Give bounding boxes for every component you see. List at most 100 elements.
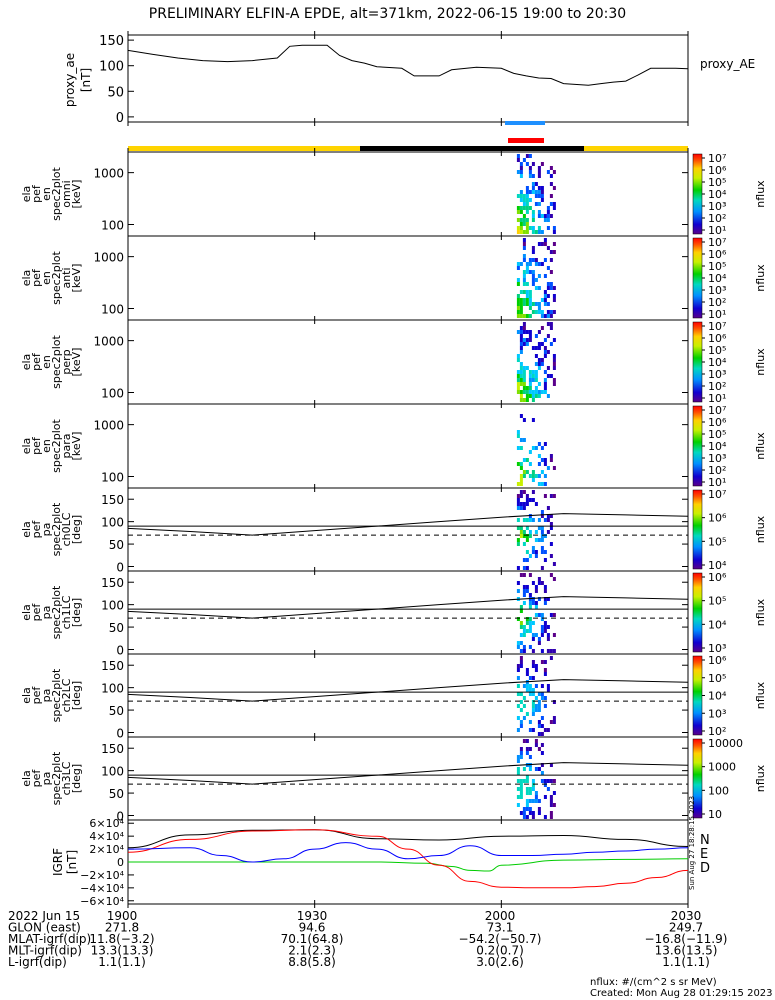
ch2LC-flux-cell: [540, 692, 544, 696]
ch3LC-flux-cell: [540, 771, 544, 775]
para-flux-cell: [546, 466, 550, 470]
ch2LC-ytick-label: 50: [109, 704, 124, 718]
ch0LC-flux-cell: [531, 490, 535, 494]
omni-flux-cell: [516, 170, 520, 174]
proxy-ae-yunit: [nT]: [79, 68, 93, 92]
para-colorbar-label: 10⁴: [708, 440, 727, 453]
ch1LC-flux-cell: [522, 593, 526, 597]
perp-flux-cell: [531, 346, 535, 350]
perp-flux-cell: [549, 326, 553, 330]
para-flux-cell: [540, 446, 544, 450]
igrf-ylabel: IGRF: [51, 848, 65, 876]
anti-flux-cell: [519, 290, 523, 294]
anti-flux-cell: [531, 282, 535, 286]
ch1LC-flux-cell: [519, 621, 523, 625]
ch1LC-colorbar-label: 10⁵: [708, 595, 726, 608]
anti-flux-cell: [546, 286, 550, 290]
omni-flux-cell: [534, 230, 538, 234]
ch0LC-flux-cell: [543, 550, 547, 554]
ch3LC-flux-cell: [534, 795, 538, 799]
ch3LC-flux-cell: [543, 783, 547, 787]
ch2LC-flux-cell: [543, 668, 547, 672]
omni-flux-cell: [552, 202, 556, 206]
omni-flux-cell: [522, 206, 526, 210]
ch2LC-flux-cell: [531, 664, 535, 668]
ch3LC-flux-cell: [540, 763, 544, 767]
ch1LC-flux-cell: [519, 573, 523, 577]
anti-flux-cell: [537, 306, 541, 310]
ch3LC-ylabel: pa: [40, 772, 53, 786]
perp-flux-cell: [546, 366, 550, 370]
perp-flux-cell: [549, 322, 553, 326]
para-flux-cell: [522, 418, 526, 422]
ch3LC-flux-cell: [549, 779, 553, 783]
ch2LC-colorbar-label: 10³: [708, 707, 726, 720]
ch1LC-ytick-label: 50: [109, 621, 124, 635]
ch3LC-flux-cell: [549, 803, 553, 807]
para-flux-cell: [534, 474, 538, 478]
ch0LC-flux-cell: [528, 554, 532, 558]
perp-flux-cell: [537, 358, 541, 362]
omni-flux-cell: [525, 154, 529, 158]
ch1LC-flux-cell: [540, 633, 544, 637]
ch2LC-flux-cell: [528, 688, 532, 692]
ch3LC-flux-cell: [531, 783, 535, 787]
omni-flux-cell: [537, 194, 541, 198]
ch2LC-flux-cell: [522, 684, 526, 688]
perp-flux-cell: [543, 382, 547, 386]
anti-flux-cell: [528, 270, 532, 274]
ch3LC-ylabel: ela: [20, 770, 33, 787]
ephemeris-value: 2030: [671, 909, 702, 923]
anti-flux-cell: [531, 250, 535, 254]
proxy-ae-legend: proxy_AE: [700, 57, 755, 71]
ch3LC-flux-cell: [528, 787, 532, 791]
omni-flux-cell: [522, 194, 526, 198]
omni-flux-cell: [528, 170, 532, 174]
ch1LC-flux-cell: [531, 601, 535, 605]
para-flux-cell: [540, 482, 544, 486]
anti-flux-cell: [534, 258, 538, 262]
para-flux-cell: [537, 454, 541, 458]
ch1LC-flux-cell: [522, 629, 526, 633]
anti-flux-cell: [528, 294, 532, 298]
omni-ylabel: en: [40, 187, 53, 201]
ch0LC-flux-cell: [519, 490, 523, 494]
perp-flux-cell: [549, 374, 553, 378]
ch0LC-flux-cell: [531, 546, 535, 550]
anti-flux-cell: [522, 278, 526, 282]
proxy-ae-ytick-label: 150: [99, 34, 124, 49]
ch2LC-flux-cell: [522, 716, 526, 720]
ch0LC-colorbar-label: 10⁴: [708, 559, 727, 572]
omni-flux-cell: [531, 162, 535, 166]
perp-flux-cell: [525, 394, 529, 398]
omni-flux-cell: [525, 222, 529, 226]
ch0LC-flux-cell: [522, 530, 526, 534]
para-colorbar-label: 10³: [708, 452, 726, 465]
ch2LC-flux-cell: [525, 712, 529, 716]
ch1LC-flux-cell: [534, 601, 538, 605]
perp-flux-cell: [543, 370, 547, 374]
shadow-bar: [360, 146, 584, 151]
ch3LC-flux-cell: [531, 779, 535, 783]
ch0LC-flux-cell: [525, 494, 529, 498]
omni-flux-cell: [519, 162, 523, 166]
perp-flux-cell: [543, 386, 547, 390]
perp-flux-cell: [537, 346, 541, 350]
perp-flux-cell: [552, 358, 556, 362]
para-flux-cell: [516, 446, 520, 450]
ch2LC-flux-cell: [540, 696, 544, 700]
ch2LC-flux-cell: [519, 664, 523, 668]
ch1LC-flux-cell: [537, 641, 541, 645]
ch3LC-flux-cell: [537, 747, 541, 751]
ch0LC-flux-cell: [522, 558, 526, 562]
ch2LC-flux-cell: [531, 660, 535, 664]
para-flux-cell: [531, 446, 535, 450]
perp-flux-cell: [519, 362, 523, 366]
anti-ylabel: ela: [20, 270, 33, 287]
igrf-ytick-label: −6×10⁴: [80, 895, 124, 908]
ch2LC-ytick-label: 100: [101, 682, 124, 696]
perp-flux-cell: [522, 374, 526, 378]
omni-flux-cell: [525, 186, 529, 190]
ch2LC-ylabel: pa: [40, 689, 53, 703]
ephemeris-value: 13.6(13.5): [655, 944, 718, 958]
